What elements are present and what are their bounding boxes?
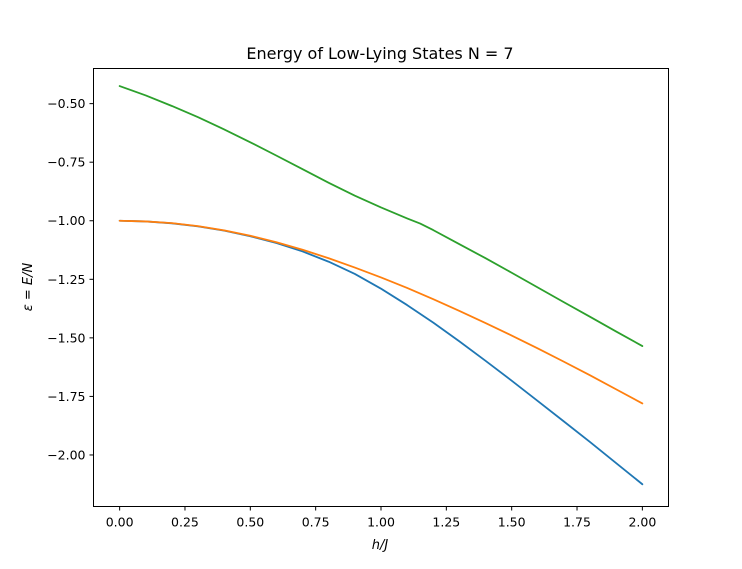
x-tick-label: 0.50 bbox=[236, 515, 264, 530]
x-tick-label: 1.50 bbox=[498, 515, 526, 530]
plot-frame bbox=[93, 68, 669, 507]
x-tick-label: 1.25 bbox=[432, 515, 460, 530]
x-axis: 0.00 0.25 0.50 0.75 1.00 1.25 1.50 1.75 2.00 bbox=[106, 506, 656, 530]
x-axis-label: h/J bbox=[372, 538, 389, 553]
x-tick-label: 1.75 bbox=[563, 515, 591, 530]
series-layer bbox=[118, 85, 644, 486]
y-tick-label: −1.75 bbox=[47, 389, 85, 404]
series-line-2 bbox=[118, 219, 644, 405]
x-tick-label: 0.75 bbox=[302, 515, 330, 530]
y-tick-label: −2.00 bbox=[47, 447, 85, 462]
chart-title: Energy of Low-Lying States N = 7 bbox=[246, 44, 513, 63]
y-tick-label: −1.25 bbox=[47, 272, 85, 287]
x-tick-label: 0.25 bbox=[171, 515, 199, 530]
x-tick-label: 1.00 bbox=[367, 515, 395, 530]
series-line-1 bbox=[118, 219, 644, 486]
y-tick-label: −1.50 bbox=[47, 330, 85, 345]
y-axis: −2.00 −1.75 −1.50 −1.25 −1.00 −0.75 −0.50 bbox=[47, 96, 94, 462]
y-tick-label: −0.50 bbox=[47, 96, 85, 111]
series-line-3 bbox=[118, 85, 644, 347]
y-tick-label: −0.75 bbox=[47, 155, 85, 170]
x-tick-label: 0.00 bbox=[106, 515, 134, 530]
y-axis-label: ε = E/N bbox=[21, 262, 36, 311]
y-tick-label: −1.00 bbox=[47, 213, 85, 228]
x-tick-label: 2.00 bbox=[628, 515, 656, 530]
